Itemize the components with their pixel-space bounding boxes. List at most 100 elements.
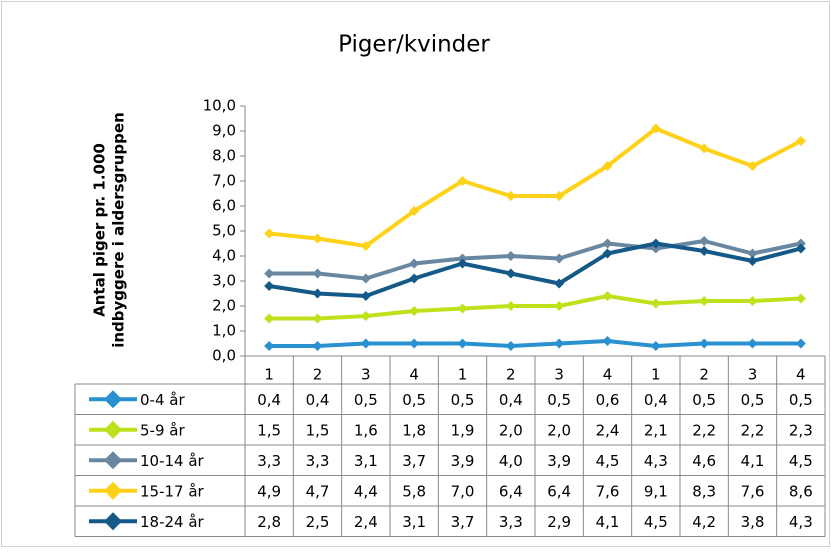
marker bbox=[650, 123, 661, 134]
series-line bbox=[269, 339, 801, 348]
table-value: 2,4 bbox=[596, 421, 620, 439]
table-value: 0,4 bbox=[644, 391, 668, 409]
x-tick-label: 4 bbox=[603, 366, 613, 384]
table-value: 1,9 bbox=[451, 421, 475, 439]
marker bbox=[264, 281, 275, 291]
table-value: 1,5 bbox=[306, 421, 330, 439]
table-value: 4,0 bbox=[499, 452, 523, 470]
marker bbox=[360, 311, 371, 321]
legend-label: 18-24 år bbox=[140, 513, 205, 531]
marker bbox=[650, 341, 661, 351]
table-value: 4,1 bbox=[596, 513, 620, 531]
legend-label: 10-14 år bbox=[140, 452, 205, 470]
marker bbox=[312, 313, 323, 324]
marker bbox=[554, 301, 565, 311]
table-value: 2,1 bbox=[644, 421, 668, 439]
legend-marker bbox=[104, 512, 122, 531]
marker bbox=[747, 296, 758, 306]
table-value: 4,1 bbox=[741, 452, 765, 470]
table-value: 2,2 bbox=[692, 421, 716, 439]
marker bbox=[264, 228, 275, 239]
marker bbox=[795, 338, 806, 349]
y-tick-label: 2,0 bbox=[212, 297, 236, 315]
marker bbox=[312, 341, 323, 351]
marker bbox=[312, 233, 323, 244]
marker bbox=[602, 238, 613, 249]
table-value: 3,3 bbox=[257, 452, 281, 470]
x-tick-label: 4 bbox=[796, 366, 806, 384]
table-value: 0,4 bbox=[257, 391, 281, 409]
marker bbox=[699, 246, 710, 256]
table-value: 1,6 bbox=[354, 421, 378, 439]
y-tick-label: 1,0 bbox=[212, 322, 236, 340]
series-line bbox=[269, 294, 801, 321]
table-value: 3,9 bbox=[451, 452, 475, 470]
table-value: 0,5 bbox=[741, 391, 765, 409]
marker bbox=[747, 161, 758, 171]
y-axis-label: Antal piger pr. 1.000 bbox=[91, 143, 109, 317]
table-value: 3,7 bbox=[402, 452, 426, 470]
table-value: 6,4 bbox=[547, 482, 571, 500]
table-value: 0,5 bbox=[451, 391, 475, 409]
marker bbox=[457, 338, 468, 349]
marker bbox=[699, 338, 710, 349]
y-tick-label: 3,0 bbox=[212, 272, 236, 290]
marker bbox=[457, 303, 468, 314]
marker bbox=[505, 341, 516, 351]
x-tick-label: 3 bbox=[554, 366, 564, 384]
table-value: 3,9 bbox=[547, 452, 571, 470]
marker bbox=[457, 258, 468, 269]
table-value: 4,2 bbox=[692, 513, 716, 531]
y-tick-label: 10,0 bbox=[203, 97, 236, 115]
marker bbox=[505, 251, 516, 261]
y-tick-label: 5,0 bbox=[212, 222, 236, 240]
table-value: 4,4 bbox=[354, 482, 378, 500]
marker bbox=[457, 176, 468, 186]
legend-marker bbox=[104, 481, 122, 500]
table-value: 0,4 bbox=[499, 391, 523, 409]
table-value: 0,5 bbox=[354, 391, 378, 409]
x-tick-label: 1 bbox=[458, 366, 468, 384]
table-value: 2,8 bbox=[257, 513, 281, 531]
marker bbox=[505, 301, 516, 311]
table-value: 4,3 bbox=[789, 513, 813, 531]
table-value: 3,1 bbox=[402, 513, 426, 531]
table-value: 0,5 bbox=[692, 391, 716, 409]
table-value: 2,9 bbox=[547, 513, 571, 531]
x-tick-label: 3 bbox=[361, 366, 371, 384]
marker bbox=[409, 273, 420, 284]
legend-label: 5-9 år bbox=[140, 421, 185, 439]
marker bbox=[312, 288, 323, 299]
legend-marker bbox=[104, 420, 122, 439]
marker bbox=[360, 273, 371, 284]
table-value: 4,3 bbox=[644, 452, 668, 470]
table-value: 4,6 bbox=[692, 452, 716, 470]
marker bbox=[602, 248, 613, 259]
table-value: 2,5 bbox=[306, 513, 330, 531]
marker bbox=[505, 191, 516, 201]
series-line bbox=[268, 241, 802, 298]
marker bbox=[554, 191, 565, 201]
table-value: 0,5 bbox=[402, 391, 426, 409]
table-value: 2,0 bbox=[499, 421, 523, 439]
y-tick-label: 7,0 bbox=[212, 172, 236, 190]
table-value: 2,0 bbox=[547, 421, 571, 439]
marker bbox=[699, 296, 710, 306]
marker bbox=[602, 336, 613, 346]
series-line bbox=[268, 126, 802, 248]
table-value: 1,8 bbox=[402, 421, 426, 439]
table-value: 7,0 bbox=[451, 482, 475, 500]
table-value: 3,3 bbox=[499, 513, 523, 531]
marker bbox=[409, 306, 420, 316]
series-line bbox=[269, 239, 802, 281]
table-value: 5,8 bbox=[402, 482, 426, 500]
marker bbox=[554, 278, 565, 289]
table-value: 0,5 bbox=[789, 391, 813, 409]
x-tick-label: 2 bbox=[699, 366, 709, 384]
marker bbox=[747, 256, 758, 266]
table-value: 0,5 bbox=[547, 391, 571, 409]
marker bbox=[360, 291, 371, 301]
marker bbox=[602, 291, 613, 301]
